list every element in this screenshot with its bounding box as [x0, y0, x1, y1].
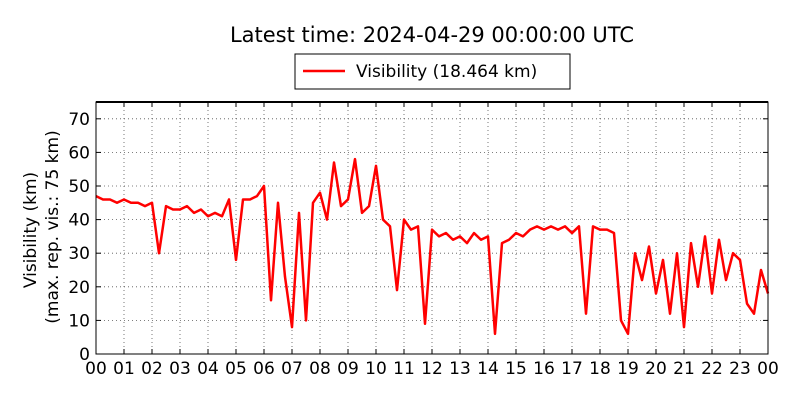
y-tick-label: 50 — [68, 177, 90, 197]
x-tick-label: 17 — [561, 359, 583, 379]
x-tick-label: 07 — [281, 359, 303, 379]
x-tick-label: 16 — [533, 359, 555, 379]
x-tick-label: 14 — [477, 359, 499, 379]
x-tick-label: 20 — [645, 359, 667, 379]
x-tick-label: 19 — [617, 359, 639, 379]
x-tick-label: 06 — [253, 359, 275, 379]
x-tick-label: 00 — [757, 359, 779, 379]
chart-title: Latest time: 2024-04-29 00:00:00 UTC — [230, 23, 634, 47]
x-tick-label: 22 — [701, 359, 723, 379]
x-tick-label: 12 — [421, 359, 443, 379]
x-tick-label: 09 — [337, 359, 359, 379]
y-tick-label: 60 — [68, 143, 90, 163]
y-axis-label: Visibility (km) — [21, 172, 41, 288]
legend-label: Visibility (18.464 km) — [356, 62, 537, 82]
x-tick-label: 00 — [85, 359, 107, 379]
x-tick-label: 03 — [169, 359, 191, 379]
y-tick-label: 40 — [68, 211, 90, 231]
y-tick-label: 30 — [68, 244, 90, 264]
y-axis-sublabel: (max. rep. vis.: 75 km) — [43, 130, 63, 323]
y-tick-label: 20 — [68, 278, 90, 298]
x-tick-label: 05 — [225, 359, 247, 379]
x-tick-label: 02 — [141, 359, 163, 379]
x-tick-label: 01 — [113, 359, 135, 379]
y-tick-label: 10 — [68, 311, 90, 331]
x-tick-label: 21 — [673, 359, 695, 379]
y-tick-label: 70 — [68, 110, 90, 130]
x-tick-label: 04 — [197, 359, 219, 379]
x-tick-label: 13 — [449, 359, 471, 379]
x-tick-label: 15 — [505, 359, 527, 379]
x-tick-label: 11 — [393, 359, 415, 379]
x-tick-label: 23 — [729, 359, 751, 379]
y-tick-label: 0 — [79, 345, 90, 365]
x-tick-label: 18 — [589, 359, 611, 379]
x-tick-label: 10 — [365, 359, 387, 379]
data-line — [95, 157, 770, 336]
x-tick-label: 08 — [309, 359, 331, 379]
